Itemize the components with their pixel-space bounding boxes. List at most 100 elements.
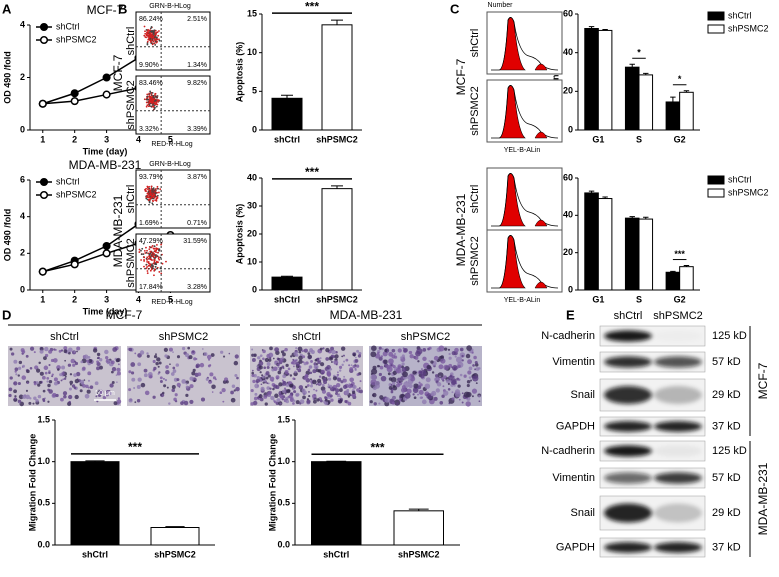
- event: [153, 261, 156, 263]
- event: [143, 34, 146, 37]
- cell: [253, 396, 258, 401]
- cell: [64, 359, 66, 362]
- event: [154, 44, 157, 46]
- cell: [276, 398, 281, 403]
- panel-label: C: [450, 1, 460, 16]
- cell: [317, 369, 321, 373]
- cell: [75, 371, 81, 377]
- event: [150, 185, 153, 188]
- cell: [33, 351, 36, 354]
- event: [154, 38, 157, 41]
- bar: [150, 527, 200, 546]
- cell: [447, 387, 451, 391]
- event: [148, 189, 151, 192]
- event: [153, 269, 156, 272]
- cell: [17, 374, 20, 377]
- density-plot: [135, 169, 211, 229]
- cell: [392, 381, 396, 385]
- cell: [172, 366, 176, 370]
- event: [156, 255, 159, 258]
- event: [158, 271, 161, 273]
- cell: [425, 377, 431, 383]
- cell: [272, 387, 275, 391]
- cell: [68, 400, 71, 404]
- event: [153, 274, 155, 277]
- band: [654, 472, 702, 484]
- y-tick-label: 0: [252, 284, 257, 294]
- cell: [86, 389, 91, 394]
- y-axis-label: OD 490 /fold: [2, 51, 12, 104]
- cell: [265, 376, 269, 380]
- cell: [447, 382, 450, 386]
- cell: [74, 379, 79, 384]
- protein-label: Snail: [571, 507, 595, 519]
- cell: [220, 350, 224, 354]
- significance: ***: [674, 249, 685, 259]
- cell: [25, 394, 30, 400]
- y-axis-label: Migration Fold Change: [27, 434, 37, 532]
- cell: [378, 346, 382, 350]
- legend-swatch: [707, 11, 725, 21]
- cell: [326, 391, 331, 397]
- cell: [413, 383, 419, 389]
- cell: [332, 376, 337, 381]
- event: [146, 43, 149, 46]
- bar: [624, 217, 640, 291]
- cell: [334, 354, 339, 359]
- cell: [162, 377, 165, 380]
- cell: [46, 380, 49, 383]
- cell: [416, 348, 423, 355]
- y-tick-label: 0.0: [277, 539, 290, 549]
- cell: [168, 402, 171, 405]
- cell: [472, 364, 475, 367]
- cell: [357, 354, 362, 358]
- panel-label: B: [118, 1, 127, 16]
- cell: [478, 394, 481, 398]
- event: [154, 265, 157, 268]
- cell: [307, 368, 311, 372]
- cell: [383, 359, 388, 365]
- cell: [191, 371, 196, 376]
- event: [146, 40, 149, 43]
- cell: [211, 384, 216, 390]
- cell: [197, 372, 202, 377]
- cell: [39, 371, 44, 376]
- cell: [131, 377, 136, 382]
- cell: [29, 397, 32, 400]
- event: [140, 249, 142, 252]
- cell: [424, 383, 431, 390]
- event: [156, 266, 159, 269]
- cell: [209, 372, 214, 377]
- event: [154, 199, 157, 201]
- event: [151, 100, 154, 103]
- cell: [369, 400, 373, 404]
- cell: [452, 375, 455, 379]
- cell: [440, 358, 446, 364]
- cell: [349, 367, 354, 372]
- band: [604, 503, 652, 523]
- cell: [72, 363, 76, 367]
- histogram-frame: [486, 167, 563, 231]
- y-tick-label: 0: [20, 124, 25, 134]
- cell: [175, 363, 180, 367]
- cell: [400, 387, 406, 393]
- cell: [281, 365, 285, 369]
- x-tick-label: shPSMC2: [316, 294, 358, 304]
- cell: [25, 354, 29, 358]
- cell: [159, 376, 163, 380]
- cell: [128, 398, 133, 403]
- event: [150, 196, 153, 198]
- point: [102, 90, 111, 99]
- event: [149, 29, 152, 32]
- cell: [61, 365, 66, 370]
- cell: [419, 396, 423, 400]
- cell: [455, 395, 458, 398]
- event: [158, 249, 161, 252]
- cell: [390, 384, 393, 386]
- event: [151, 199, 154, 202]
- cell: [17, 381, 21, 386]
- cell: [463, 374, 467, 378]
- cell: [209, 379, 211, 382]
- cell: [421, 399, 427, 405]
